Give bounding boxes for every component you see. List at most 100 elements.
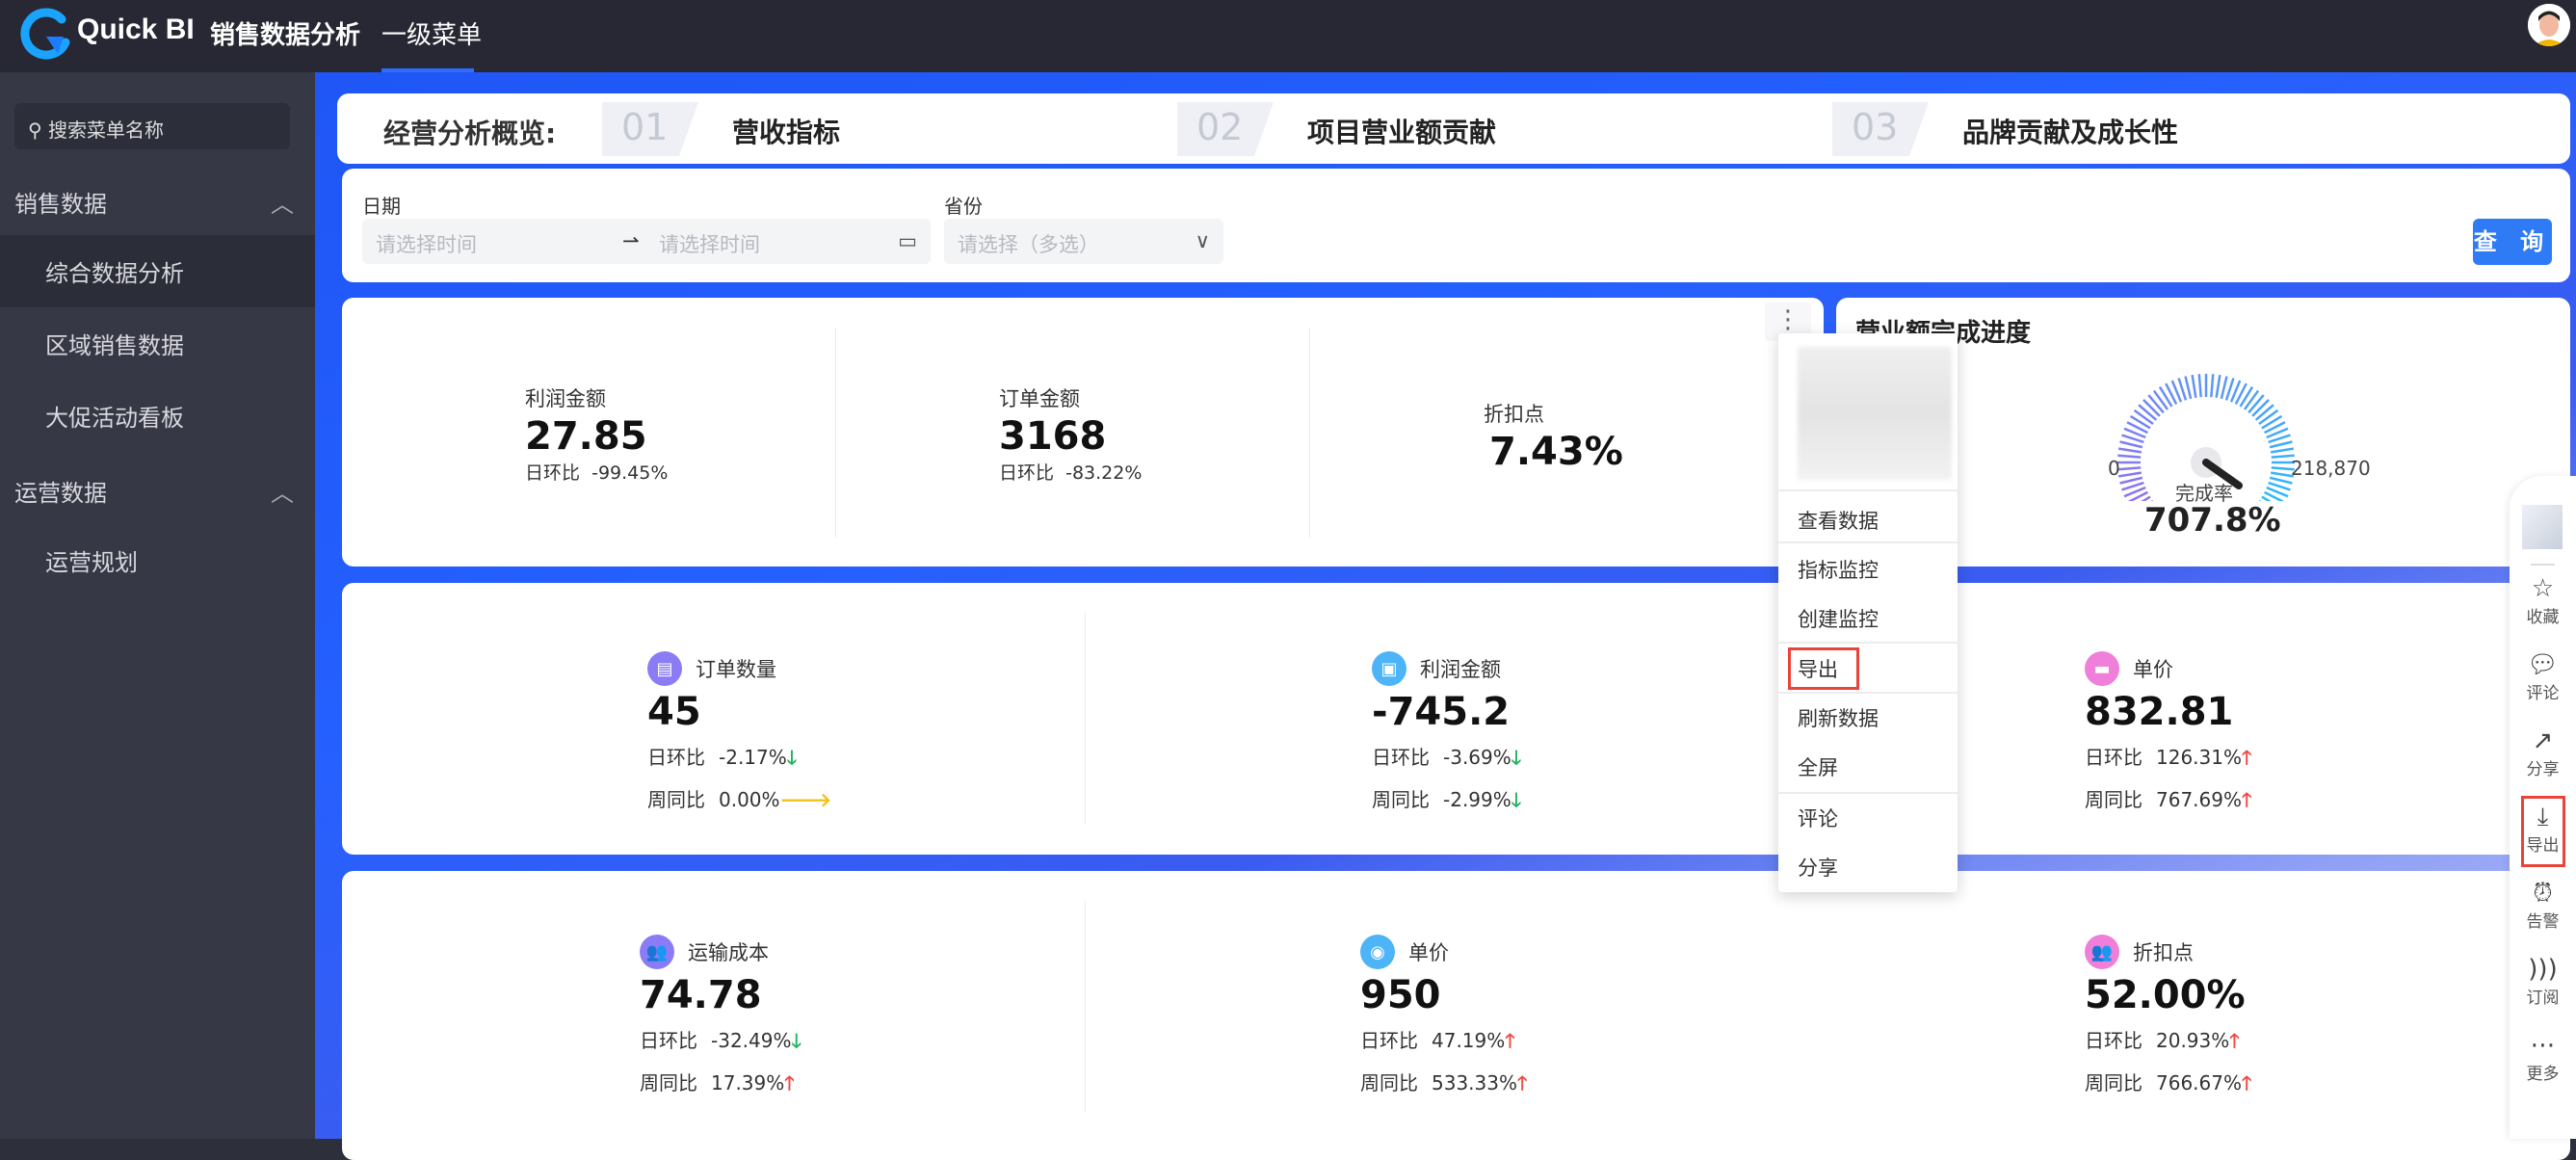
arrow-flat-icon: 🡒 [780,788,832,811]
menu-item[interactable]: 创建监控 [1798,604,1879,633]
gauge-tick [2117,456,2141,458]
gauge-tick [2118,449,2142,453]
alarm-icon: ⏰︎ [2510,879,2576,908]
sidebar-item-promo[interactable]: 大促活动看板 [0,380,315,452]
nav-step-1[interactable]: 01 营收指标 [602,102,1144,156]
sidebar-item-plan[interactable]: 运营规划 [0,524,315,596]
day-value: -32.49% [711,1029,791,1052]
menu-item[interactable]: 分享 [1798,853,1838,882]
gauge-tick [2193,375,2196,398]
kpi-title: 利润金额 [525,383,668,412]
step-label: 营收指标 [732,112,840,150]
star-icon: ☆ [2510,574,2576,603]
arrow-up-icon: 🡑 [1505,1029,1514,1052]
province-placeholder: 请选择（多选） [958,233,1099,256]
gauge-tick [2271,449,2294,453]
menu-item[interactable]: 全屏 [1798,752,1838,781]
kpi-value: 832.81 [2085,690,2251,734]
week-label: 周同比 [647,788,705,811]
sidebar-item-region[interactable]: 区域销售数据 [0,307,315,380]
gauge-tick [2139,405,2156,420]
arrow-up-icon: 🡑 [1517,1071,1527,1094]
toolbar-star[interactable]: ☆收藏 [2510,574,2576,627]
toolbar-rss[interactable]: )))订阅 [2510,955,2576,1008]
kpi-value: 3168 [999,414,1142,459]
day-label: 日环比 [1360,1029,1418,1052]
gauge-tick [2186,377,2192,399]
gauge-tick [2117,467,2141,469]
arrow-up-icon: 🡑 [2242,1071,2251,1094]
chevron-up-icon: ︿ [271,185,294,219]
toolbar-alarm[interactable]: ⏰︎告警 [2510,879,2576,932]
week-value: 767.69% [2156,788,2242,811]
kpi-value: 7.43% [1489,430,1623,474]
toolbar-share[interactable]: ↗分享 [2510,726,2576,779]
step-number: 01 [602,102,698,156]
gauge-min: 0 [2108,457,2120,480]
item-label: 运营规划 [45,549,138,576]
cmp-value: -83.22% [1065,462,1142,484]
sidebar-item-overview[interactable]: 综合数据分析 [0,235,315,307]
gauge-tick [2211,374,2213,397]
more-icon: ⋯ [2510,1031,2576,1060]
gauge-tick [2120,478,2142,484]
toolbar-comment[interactable]: 💬︎评论 [2510,650,2576,703]
day-label: 日环比 [2085,746,2142,769]
day-value: 20.93% [2156,1029,2229,1052]
kpi-title: 订单数量 [696,654,776,683]
week-label: 周同比 [1372,788,1430,811]
search-placeholder: 搜索菜单名称 [48,119,164,142]
nav-label: 经营分析概览: [383,113,556,151]
people-icon: 👥 [2085,935,2119,969]
date-label: 日期 [362,191,401,219]
date-range-input[interactable]: 请选择时间⇀请选择时间▭ [362,219,931,264]
province-select[interactable]: 请选择（多选） ∨ [944,219,1223,264]
menu-item[interactable]: 查看数据 [1798,506,1879,535]
gauge-tick [2270,478,2292,484]
group-label: 运营数据 [14,480,107,507]
avatar[interactable] [2528,4,2570,46]
gauge-tick [2248,395,2264,412]
gauge-tick [2270,442,2292,448]
chevron-down-icon: ∨ [1196,229,1210,252]
search-icon: ⚲ [28,119,48,142]
arrow-up-icon: 🡑 [784,1071,794,1094]
query-button[interactable]: 查 询 [2473,219,2552,265]
top-menu-item[interactable]: 一级菜单 [381,15,482,51]
arrow-right-icon: ⇀ [622,229,640,252]
kpi-title: 利润金额 [1420,654,1501,683]
menu-divider [1778,692,1958,694]
gauge-tick [2221,377,2227,399]
sidebar-group-ops[interactable]: 运营数据︿ [14,474,294,508]
week-value: -2.99% [1443,788,1511,811]
day-value: 47.19% [1432,1029,1505,1052]
menu-item[interactable]: 评论 [1798,804,1838,832]
gauge-tick [2259,410,2277,424]
highlight-box [2521,796,2565,867]
sidebar-group-sales[interactable]: 销售数据︿ [14,185,294,219]
gauge-tick [2252,400,2269,416]
step-label: 品牌贡献及成长性 [1962,112,2178,150]
province-label: 省份 [944,191,983,219]
brand-name: Quick BI [77,13,195,46]
kpi-title: 运输成本 [688,937,769,966]
cmp-label: 日环比 [525,462,580,484]
day-label: 日环比 [647,746,705,769]
toolbar-more[interactable]: ⋯更多 [2510,1031,2576,1084]
menu-divider [1778,642,1958,644]
gauge-max: 218,870 [2291,457,2371,480]
menu-item[interactable]: 刷新数据 [1798,703,1879,732]
start-placeholder: 请选择时间 [376,233,477,256]
menu-search-input[interactable]: ⚲ 搜索菜单名称 [14,103,290,149]
end-placeholder: 请选择时间 [659,229,760,258]
menu-item[interactable]: 指标监控 [1798,555,1879,584]
gauge-tick [2135,410,2153,424]
divider [1085,612,1086,824]
gauge-tick [2245,391,2258,409]
kpi-value: -745.2 [1372,690,1521,734]
arrow-down-icon: 🡓 [787,746,797,769]
